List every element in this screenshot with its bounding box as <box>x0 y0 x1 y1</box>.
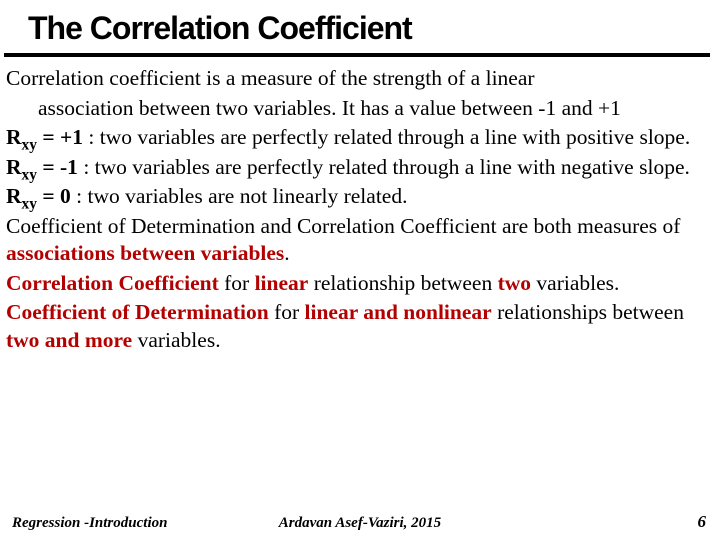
coef-det-post: . <box>284 241 289 265</box>
cc-linear: linear <box>255 271 309 295</box>
para-cc-linear: Correlation Coefficient for linear relat… <box>6 270 706 298</box>
footer-center: Ardavan Asef-Vaziri, 2015 <box>0 515 720 532</box>
cc-for: for <box>219 271 255 295</box>
cc-vars: variables. <box>531 271 619 295</box>
para-r-minus1: Rxy = -1 : two variables are perfectly r… <box>6 154 706 182</box>
cod-two-more: two and more <box>6 328 132 352</box>
r-zero-text: : two variables are not linearly related… <box>71 184 408 208</box>
para-r-plus1: Rxy = +1 : two variables are perfectly r… <box>6 124 706 152</box>
para-coef-det: Coefficient of Determination and Correla… <box>6 213 706 268</box>
r-subscript-2: xy <box>22 166 37 183</box>
footer-page-number: 6 <box>698 512 707 532</box>
para-intro-line2: association between two variables. It ha… <box>6 95 706 123</box>
r-val-plus1: +1 <box>60 125 83 149</box>
para-cod-nonlinear: Coefficient of Determination for linear … <box>6 299 706 354</box>
cod-term: Coefficient of Determination <box>6 300 269 324</box>
cc-between: relationship between <box>308 271 497 295</box>
cc-term: Correlation Coefficient <box>6 271 219 295</box>
r-val-zero: 0 <box>60 184 71 208</box>
r-symbol-2: R <box>6 155 22 179</box>
footer: Regression -Introduction Ardavan Asef-Va… <box>0 508 720 532</box>
r-eq: = <box>37 125 60 149</box>
slide-title: The Correlation Coefficient <box>28 10 720 47</box>
body-text: Correlation coefficient is a measure of … <box>0 57 720 354</box>
para-intro-line1: Correlation coefficient is a measure of … <box>6 65 706 93</box>
r-symbol-3: R <box>6 184 22 208</box>
coef-det-pre: Coefficient of Determination and Correla… <box>6 214 680 238</box>
cod-vars: variables. <box>132 328 220 352</box>
cod-for: for <box>269 300 305 324</box>
r-symbol: R <box>6 125 22 149</box>
r-eq-2: = <box>37 155 60 179</box>
r-plus1-text: : two variables are perfectly related th… <box>83 125 690 149</box>
r-subscript: xy <box>22 136 37 153</box>
cod-linear-nonlinear: linear and nonlinear <box>305 300 492 324</box>
coef-det-emph: associations between variables <box>6 241 284 265</box>
cod-between: relationships between <box>492 300 684 324</box>
r-val-minus1: -1 <box>60 155 78 179</box>
r-minus1-text: : two variables are perfectly related th… <box>78 155 690 179</box>
r-subscript-3: xy <box>22 195 37 212</box>
para-r-zero: Rxy = 0 : two variables are not linearly… <box>6 183 706 211</box>
slide: The Correlation Coefficient Correlation … <box>0 0 720 540</box>
r-eq-3: = <box>37 184 60 208</box>
title-area: The Correlation Coefficient <box>0 0 720 47</box>
cc-two: two <box>498 271 531 295</box>
